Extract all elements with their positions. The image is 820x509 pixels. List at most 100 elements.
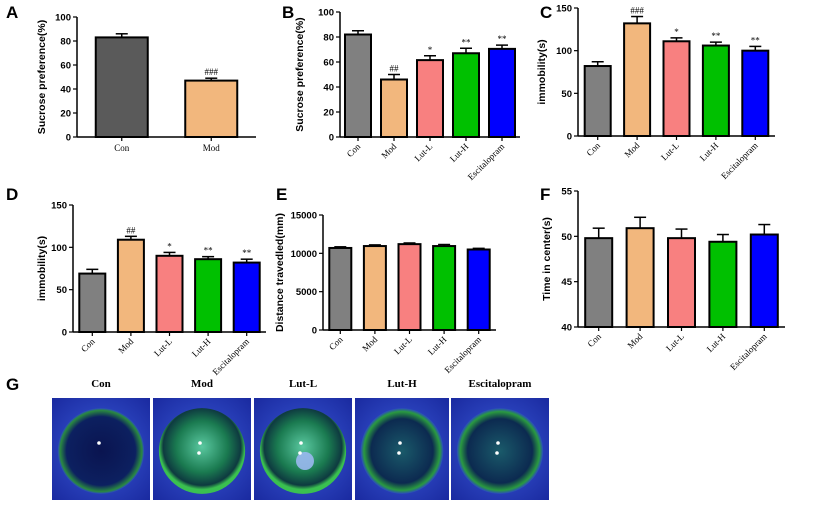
y-axis-label: Sucrose preference(%)	[294, 17, 306, 131]
x-tick-label: Lut-H	[448, 141, 471, 164]
x-tick-label: Con	[585, 331, 603, 349]
bar-lut-l	[662, 40, 691, 137]
significance-label: **	[462, 37, 472, 47]
panel-f: F 40 45 50 55 Time in center(s) Con Mod Lut-L Lut…	[540, 185, 785, 372]
x-tick-label: Con	[327, 334, 345, 352]
x-tick-label: Mod	[116, 336, 135, 355]
x-tick-label: Mod	[379, 141, 398, 160]
bar-escitalopram	[741, 49, 770, 138]
bar-mod	[623, 22, 652, 137]
bar-lut-l	[155, 254, 184, 333]
panel-c: C 0 50 100 150 immobility(s) Con ### Mod * Lut-L **…	[536, 3, 775, 181]
y-tick-label: 55	[561, 187, 572, 198]
eye-reflection	[298, 451, 302, 455]
x-tick-label: Escitalopram	[442, 334, 483, 375]
eye-cornea	[158, 408, 246, 494]
x-tick-label: Escitalopram	[210, 336, 251, 377]
eye-reflection	[299, 441, 303, 445]
bar-lut-l	[667, 237, 696, 328]
y-tick-label: 80	[60, 37, 71, 48]
bar-lut-h	[194, 258, 223, 334]
bar-con	[584, 237, 614, 328]
x-tick-label: Mod	[203, 143, 221, 153]
panel-label: E	[276, 185, 287, 204]
y-axis-label: immobility(s)	[36, 236, 48, 301]
significance-label: ##	[126, 225, 136, 235]
eye-image-mod	[153, 398, 251, 500]
y-tick-label: 0	[66, 133, 71, 144]
significance-label: ###	[630, 6, 644, 16]
x-tick-label: Mod	[360, 334, 379, 353]
image-label: Mod	[191, 378, 213, 390]
y-tick-label: 0	[62, 328, 67, 339]
y-tick-label: 0	[567, 132, 572, 143]
significance-label: **	[751, 35, 761, 45]
eye-reflection	[496, 441, 500, 445]
eye-reflection	[398, 441, 402, 445]
panel-label: C	[540, 3, 552, 22]
significance-label: **	[242, 248, 252, 258]
eye-cornea	[57, 408, 145, 494]
x-tick-label: Escitalopram	[728, 331, 769, 372]
eye-cornea	[259, 408, 347, 494]
x-tick-label: Mod	[625, 331, 644, 350]
significance-label: ###	[205, 67, 219, 77]
bar-con	[78, 272, 107, 333]
y-tick-label: 40	[323, 83, 334, 94]
bar-con	[344, 33, 372, 138]
panel-d: D 0 50 100 150 immobility(s) Con ## Mod * Lut-L ** L…	[6, 185, 266, 377]
y-tick-label: 0	[329, 133, 334, 144]
x-tick-label: Con	[114, 143, 130, 153]
y-tick-label: 0	[312, 326, 317, 337]
eye-reflection	[97, 441, 101, 445]
x-tick-label: Lut-L	[412, 141, 434, 163]
x-tick-label: Con	[584, 140, 602, 158]
bar-mod	[362, 245, 387, 331]
significance-label: *	[428, 45, 433, 55]
eye-image-con	[52, 398, 150, 500]
panel-label: G	[6, 375, 19, 394]
panel-label: A	[6, 3, 18, 22]
y-tick-label: 5000	[296, 287, 317, 298]
panel-b: B 0 20 40 60 80 100 Sucrose preference(%) Con ## M…	[282, 3, 520, 182]
eye-reflection	[397, 451, 401, 455]
y-axis-label: Distance travedled(mm)	[274, 213, 286, 332]
x-tick-label: Lut-L	[659, 140, 681, 162]
y-tick-label: 150	[51, 201, 67, 212]
x-tick-label: Con	[345, 141, 363, 159]
y-tick-label: 50	[561, 232, 572, 243]
y-tick-label: 15000	[291, 211, 317, 222]
panel-label: D	[6, 185, 18, 204]
eye-reflection	[495, 451, 499, 455]
y-tick-label: 50	[561, 89, 572, 100]
x-tick-label: Lut-H	[190, 336, 213, 359]
image-label: Lut-H	[387, 378, 417, 390]
eye-reflection	[197, 451, 201, 455]
significance-label: **	[711, 31, 721, 41]
x-tick-label: Con	[79, 336, 97, 354]
bar-lut-h	[701, 44, 730, 137]
significance-label: *	[167, 241, 172, 251]
panel-g: G Con Mod Lut-L Lut-H Escitalopram	[6, 375, 549, 500]
x-tick-label: Lut-H	[705, 331, 728, 354]
significance-label: ##	[390, 64, 400, 74]
bar-lut-h	[452, 52, 480, 138]
bar-con	[328, 246, 353, 331]
bar-escitalopram	[466, 248, 491, 331]
eye-reflection	[198, 441, 202, 445]
y-tick-label: 100	[51, 243, 67, 254]
x-tick-label: Escitalopram	[719, 140, 760, 181]
y-tick-label: 80	[323, 33, 334, 44]
significance-label: **	[204, 246, 214, 256]
y-tick-label: 20	[323, 108, 334, 119]
y-tick-label: 40	[561, 323, 572, 334]
bar-mod	[116, 238, 145, 333]
bar-escitalopram	[749, 233, 779, 329]
eye-image-lut-l	[254, 398, 352, 500]
x-tick-label: Lut-L	[392, 334, 414, 356]
bar-mod	[380, 78, 408, 138]
bar-escitalopram	[488, 47, 516, 138]
x-tick-label: Escitalopram	[466, 141, 507, 182]
x-tick-label: Lut-L	[664, 331, 686, 353]
